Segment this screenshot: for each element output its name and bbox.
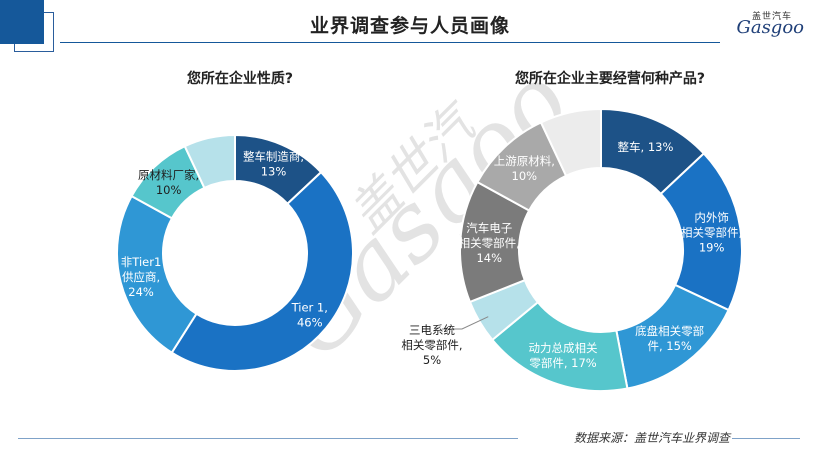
page-title: 业界调查参与人员画像 [309, 15, 510, 37]
chart1-slice-1 [170, 170, 354, 372]
logo-english-text: Gasgoo [736, 17, 804, 38]
chart2-label-0: 整车, 13% [618, 140, 674, 154]
chart2-label-3: 动力总成相关零部件, 17% [529, 341, 598, 370]
footer-divider-right [732, 438, 800, 439]
chart2-label-5: 汽车电子相关零部件, 14% [459, 221, 520, 265]
chart1-label-1: Tier 1, 46% [291, 300, 328, 329]
corner-block-decoration [0, 0, 44, 44]
header-divider [60, 42, 720, 43]
chart2-slice-7 [539, 107, 602, 178]
chart2-slice-1 [659, 152, 743, 312]
data-source: 数据来源：盖世汽车业界调查 [574, 431, 731, 445]
chart1-donut: 整车制造商, 13% Tier 1, 46% 非Tier1 供应商, 24% 原材料厂家, 10… [116, 133, 354, 372]
chart2-label-6: 上游原材料, 10% [494, 154, 555, 183]
chart1-slice-4 [183, 133, 236, 190]
chart1-label-2: 非Tier1 供应商, 24% [121, 255, 162, 299]
chart1-label-3: 原材料厂家, 10% [138, 168, 199, 197]
chart2-donut: 整车, 13% 内外饰相关零部件, 19% 底盘相关零部件, 15% 动力总成相关零部件… [401, 107, 743, 392]
chart2-label-2: 底盘相关零部件, 15% [635, 324, 704, 353]
logo-chinese-text: 盖世汽车 [751, 12, 792, 22]
chart2-label-4: 三电系统相关零部件, 5% [401, 323, 462, 367]
chart2-label-1: 内外饰相关零部件, 19% [681, 210, 742, 254]
chart2-title: 您所在企业主要经营何种产品? [514, 71, 706, 87]
footer-divider-left [18, 438, 518, 439]
chart2-leader-4 [442, 316, 489, 330]
chart1-title: 您所在企业性质? [186, 71, 294, 87]
chart1-label-0: 整车制造商, 13% [243, 149, 304, 178]
